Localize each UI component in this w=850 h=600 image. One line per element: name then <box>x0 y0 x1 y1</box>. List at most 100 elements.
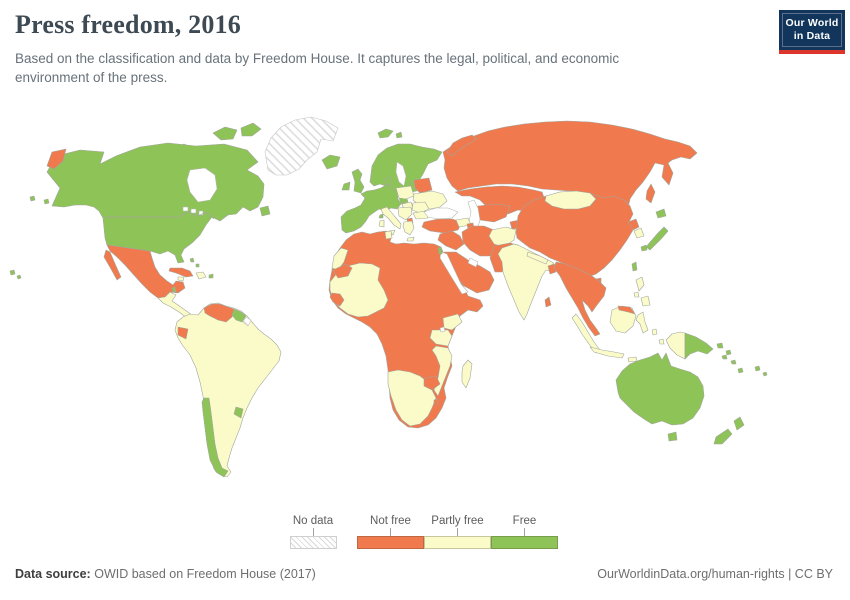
region-mauritania[interactable] <box>332 263 353 279</box>
region-malaysia-borneo[interactable] <box>617 305 636 315</box>
region-sri-lanka[interactable] <box>544 296 552 308</box>
region-uruguay[interactable] <box>233 406 244 419</box>
region-guyana-suriname[interactable] <box>231 308 247 323</box>
region-greenland[interactable] <box>264 116 339 176</box>
region-new-britain-2[interactable] <box>725 349 732 356</box>
region-solomon-1[interactable] <box>721 354 728 360</box>
region-west-papua[interactable] <box>665 331 686 360</box>
legend-swatch-not-free[interactable] <box>357 536 424 549</box>
region-ellesmere-1[interactable] <box>212 126 238 141</box>
region-bulgaria[interactable] <box>412 210 429 220</box>
region-poland[interactable] <box>395 185 415 200</box>
region-bahamas-1[interactable] <box>189 257 195 263</box>
region-sumatra[interactable] <box>571 313 601 354</box>
region-moluccas-2[interactable] <box>658 338 665 345</box>
region-italy[interactable] <box>380 206 402 230</box>
region-tanzania[interactable] <box>429 329 453 347</box>
region-belize[interactable] <box>171 286 177 293</box>
region-syria-iraq[interactable] <box>437 230 465 251</box>
region-hudson-bay <box>186 167 218 203</box>
region-russia[interactable] <box>442 120 698 209</box>
region-fiji-2[interactable] <box>762 371 768 377</box>
region-novaya-zemlya[interactable] <box>446 134 478 157</box>
region-fiji-1[interactable] <box>754 365 761 372</box>
region-baja-california[interactable] <box>103 249 122 281</box>
region-new-zealand-north[interactable] <box>733 416 745 431</box>
region-western-europe[interactable] <box>340 184 402 234</box>
region-chile[interactable] <box>201 397 229 478</box>
region-ellesmere-2[interactable] <box>240 122 262 137</box>
region-corsica[interactable] <box>378 213 384 219</box>
region-papua-new-guinea[interactable] <box>684 332 714 360</box>
region-guinea[interactable] <box>329 292 345 307</box>
region-nepal[interactable] <box>526 251 549 265</box>
region-svalbard-1[interactable] <box>377 128 394 139</box>
region-kenya[interactable] <box>442 313 463 331</box>
legend-label-free: Free <box>512 515 537 527</box>
region-honshu[interactable] <box>645 226 669 251</box>
region-madagascar[interactable] <box>461 359 473 389</box>
owid-logo[interactable]: Our World in Data <box>779 10 845 54</box>
region-south-america[interactable] <box>174 302 282 478</box>
region-java[interactable] <box>589 346 625 359</box>
region-solomon-2[interactable] <box>730 359 737 365</box>
legend-swatch-partly-free[interactable] <box>424 536 491 549</box>
legend-swatch-free[interactable] <box>491 536 558 549</box>
owid-link[interactable]: OurWorldinData.org/human-rights | CC BY <box>597 567 833 581</box>
region-philippines-1[interactable] <box>635 276 645 292</box>
region-moluccas-1[interactable] <box>651 328 658 336</box>
region-india[interactable] <box>497 243 557 321</box>
region-chukotka[interactable] <box>46 148 67 170</box>
region-australia[interactable] <box>615 352 705 426</box>
region-cuba[interactable] <box>168 267 194 278</box>
region-israel[interactable] <box>437 246 443 255</box>
chart-subtitle: Based on the classification and data by … <box>15 51 620 85</box>
region-tunisia[interactable] <box>384 230 393 240</box>
region-vanuatu[interactable] <box>737 367 744 374</box>
region-ecuador[interactable] <box>177 326 189 340</box>
region-french-guiana[interactable] <box>242 316 252 327</box>
region-canada-usa[interactable] <box>46 142 265 264</box>
region-new-zealand-south[interactable] <box>713 428 733 445</box>
region-denmark[interactable] <box>384 176 392 186</box>
region-south-korea[interactable] <box>633 227 645 239</box>
region-lesser-sunda-1[interactable] <box>627 356 638 363</box>
region-greece[interactable] <box>402 220 415 236</box>
region-mongolia[interactable] <box>544 190 597 210</box>
region-philippines-2[interactable] <box>633 291 640 298</box>
region-new-britain-1[interactable] <box>716 342 724 349</box>
region-mexico[interactable] <box>106 244 186 299</box>
region-southeast-asia[interactable] <box>553 261 607 337</box>
region-kyushu[interactable] <box>640 244 648 252</box>
region-balkans[interactable] <box>397 206 413 221</box>
region-iceland[interactable] <box>321 154 341 170</box>
region-swaziland[interactable] <box>433 398 439 405</box>
region-bangladesh[interactable] <box>547 263 557 275</box>
region-tasmania[interactable] <box>667 431 678 442</box>
region-hawaii-2[interactable] <box>16 274 22 280</box>
region-taiwan[interactable] <box>631 261 638 272</box>
region-zimbabwe[interactable] <box>423 375 441 391</box>
region-philippines-3[interactable] <box>640 295 651 307</box>
region-puerto-rico[interactable] <box>208 273 214 279</box>
region-aleutians-1[interactable] <box>29 195 36 202</box>
region-north-korea[interactable] <box>627 218 640 231</box>
region-hispaniola[interactable] <box>195 271 207 280</box>
legend-swatch-no-data[interactable] <box>290 536 337 549</box>
region-bahamas-2[interactable] <box>195 263 200 268</box>
region-newfoundland[interactable] <box>259 205 271 217</box>
region-sakhalin[interactable] <box>645 183 656 204</box>
region-hokkaido[interactable] <box>655 208 667 219</box>
region-ireland[interactable] <box>341 181 351 191</box>
region-aleutians-2[interactable] <box>43 198 50 205</box>
region-hawaii-1[interactable] <box>9 269 16 276</box>
region-united-kingdom[interactable] <box>351 168 365 194</box>
region-crete[interactable] <box>406 236 415 242</box>
region-sardinia[interactable] <box>378 219 385 228</box>
region-jamaica[interactable] <box>177 276 185 282</box>
region-sulawesi[interactable] <box>635 311 649 334</box>
region-turkey[interactable] <box>421 218 463 234</box>
region-venezuela[interactable] <box>203 303 235 323</box>
region-svalbard-2[interactable] <box>395 131 403 139</box>
region-belarus[interactable] <box>413 177 433 194</box>
